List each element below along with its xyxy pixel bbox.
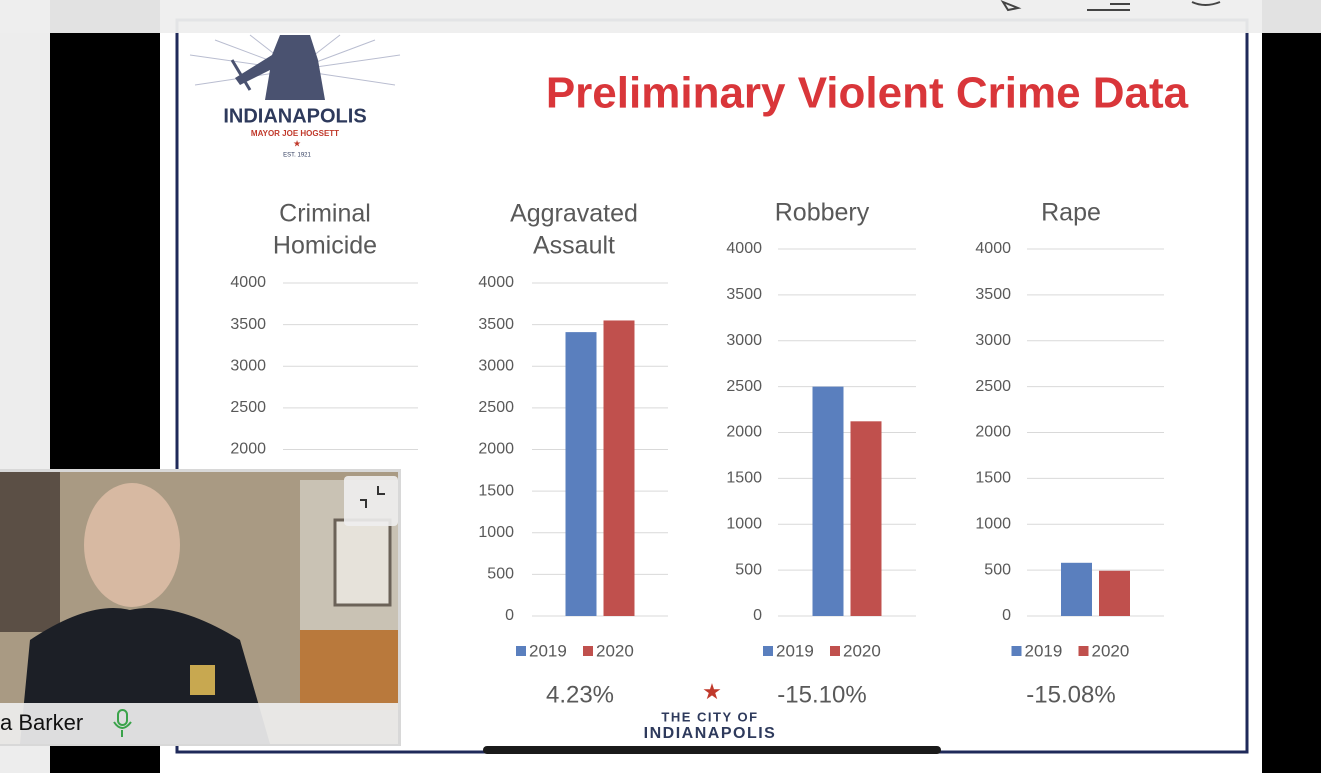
toolbar-icons [1000, 0, 1221, 12]
legend-swatch [516, 646, 526, 656]
y-tick-label: 0 [1002, 607, 1011, 624]
video-badge [190, 665, 215, 695]
y-tick-label: 1500 [726, 470, 762, 487]
legend-swatch [763, 646, 773, 656]
footer-star: ★ [702, 679, 722, 704]
video-tile: a Barker [0, 469, 401, 746]
y-tick-label: 3000 [230, 357, 266, 374]
legend-swatch [830, 646, 840, 656]
change-label: -15.08% [1026, 681, 1115, 708]
footer-line2: INDIANAPOLIS [644, 725, 777, 742]
y-tick-label: 4000 [726, 240, 762, 257]
y-tick-label: 3500 [975, 286, 1011, 303]
logo-est: EST. 1921 [283, 153, 311, 159]
y-tick-label: 1500 [478, 482, 514, 499]
y-tick-label: 500 [984, 561, 1011, 578]
collapse-icon [360, 486, 385, 508]
y-tick-label: 3000 [726, 332, 762, 349]
video-face [84, 483, 180, 607]
legend-swatch [1011, 646, 1022, 656]
bar [1061, 562, 1092, 616]
legend-label: 2019 [1025, 641, 1063, 660]
bar [812, 386, 844, 616]
y-tick-label: 4000 [975, 240, 1011, 257]
mic-icon [113, 721, 132, 737]
chart-title: Criminal [279, 200, 371, 228]
chart-title: Rape [1041, 199, 1101, 227]
name-bar [0, 703, 398, 744]
video-wall [0, 472, 60, 632]
y-tick-label: 2000 [975, 424, 1011, 441]
logo-star: ★ [293, 138, 301, 148]
y-tick-label: 2500 [975, 378, 1011, 395]
y-tick-label: 3500 [478, 316, 514, 333]
participant-name: a Barker [0, 710, 83, 735]
y-tick-label: 2000 [726, 424, 762, 441]
legend-label: 2020 [596, 641, 634, 660]
video-desk [300, 630, 398, 710]
y-tick-label: 0 [753, 607, 762, 624]
chart-title: Assault [533, 232, 615, 260]
y-tick-label: 4000 [478, 274, 514, 291]
y-tick-label: 3000 [478, 357, 514, 374]
y-tick-label: 1000 [726, 515, 762, 532]
logo: INDIANAPOLIS MAYOR JOE HOGSETT ★ EST. 19… [189, 34, 401, 159]
y-tick-label: 3000 [975, 332, 1011, 349]
y-tick-label: 500 [487, 566, 514, 583]
chart-title: Homicide [273, 232, 377, 260]
chart-title: Aggravated [510, 200, 638, 228]
y-tick-label: 2000 [230, 441, 266, 458]
y-tick-label: 2500 [478, 399, 514, 416]
y-tick-label: 4000 [230, 274, 266, 291]
legend-swatch [1078, 646, 1089, 656]
video-frame [333, 518, 392, 607]
change-label: 4.23% [546, 681, 614, 708]
collapse-button[interactable] [344, 476, 398, 526]
bar [603, 320, 635, 616]
logo-subtitle: MAYOR JOE HOGSETT [251, 129, 339, 138]
legend-swatch [583, 646, 593, 656]
y-tick-label: 3500 [726, 286, 762, 303]
mic-icon [117, 709, 128, 726]
logo-name: INDIANAPOLIS [223, 105, 366, 127]
y-tick-label: 1000 [478, 524, 514, 541]
legend-label: 2019 [529, 641, 567, 660]
change-label: -15.10% [777, 681, 866, 708]
y-tick-label: 2000 [478, 441, 514, 458]
legend-label: 2020 [843, 641, 881, 660]
home-indicator [483, 746, 941, 754]
footer-line1: THE CITY OF [661, 709, 758, 724]
legend-label: 2019 [776, 641, 814, 660]
bar [565, 332, 597, 616]
y-tick-label: 1500 [975, 470, 1011, 487]
chart-title: Robbery [775, 199, 870, 227]
charts: Criminal Homicide 2000 2500 3000 3500 4000 Aggr… [230, 199, 1164, 708]
top-bar [0, 0, 1321, 33]
legend-label: 2020 [1092, 641, 1130, 660]
y-tick-label: 3500 [230, 316, 266, 333]
y-tick-label: 2500 [726, 378, 762, 395]
bar [1099, 570, 1130, 616]
bar [850, 421, 882, 616]
y-tick-label: 2500 [230, 399, 266, 416]
y-tick-label: 0 [505, 607, 514, 624]
y-tick-label: 1000 [975, 515, 1011, 532]
slide-title: Preliminary Violent Crime Data [546, 69, 1189, 118]
y-tick-label: 500 [735, 561, 762, 578]
